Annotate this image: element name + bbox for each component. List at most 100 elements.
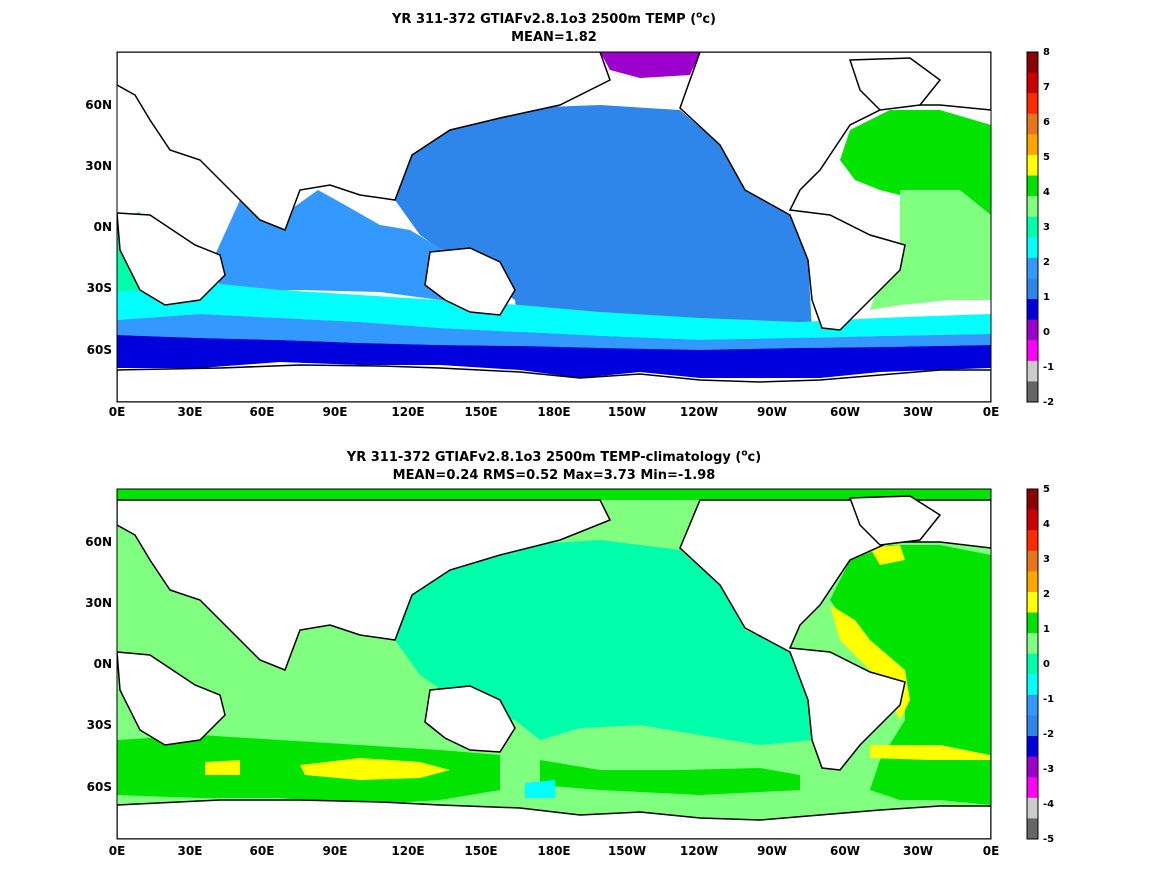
bottom-panel-title-line1: YR 311-372 GTIAFv2.8.1o3 2500m TEMP-clim… — [346, 448, 762, 465]
bottom-ytick-4: 60S — [87, 780, 112, 794]
top-colorbar-swatch — [1027, 93, 1038, 115]
bottom-land-eurasia — [117, 499, 612, 671]
top-colorbar-swatch — [1027, 360, 1038, 382]
top-colorbar-swatch — [1027, 278, 1038, 300]
bottom-cb-tick-8: -3 — [1043, 764, 1054, 775]
top-colorbar-frame — [1026, 51, 1039, 403]
bottom-panel-title-line2: MEAN=0.24 RMS=0.52 Max=3.73 Min=-1.98 — [392, 468, 716, 483]
bottom-cb-tick-3: 2 — [1043, 589, 1050, 600]
bottom-cb-tick-4: 1 — [1043, 624, 1050, 635]
top-colorbar: 8 7 6 5 4 3 2 1 0 -1 -2 — [1026, 47, 1054, 408]
bottom-colorbar-swatch — [1027, 777, 1038, 799]
top-xtick-9: 90W — [757, 405, 787, 419]
top-xtick-10: 60W — [830, 405, 860, 419]
top-colorbar-swatch — [1027, 134, 1038, 156]
bottom-yellow-band-2 — [205, 760, 240, 775]
top-ytick-2: 0N — [94, 220, 112, 234]
bottom-xtick-4: 120E — [391, 844, 424, 858]
top-xtick-8: 120W — [680, 405, 718, 419]
top-colorbar-swatch — [1027, 52, 1038, 74]
bottom-colorbar: 5 4 3 2 1 0 -1 -2 -3 -4 -5 — [1026, 484, 1054, 845]
bottom-y-axis: 60N 30N 0N 30S 60S — [85, 535, 112, 794]
bottom-land-antarctica — [117, 799, 991, 839]
bottom-cb-tick-2: 3 — [1043, 554, 1050, 565]
top-colorbar-swatch — [1027, 196, 1038, 218]
top-land-australia — [424, 247, 516, 316]
bottom-arctic-green — [117, 489, 991, 500]
bottom-xtick-6: 180E — [537, 844, 570, 858]
top-panel-title-line1: YR 311-372 GTIAFv2.8.1o3 2500m TEMP (oc) — [392, 10, 716, 27]
bottom-south-pacific-darker — [540, 760, 800, 795]
bottom-cyan-spot — [525, 780, 555, 798]
top-colorbar-swatch — [1027, 72, 1038, 94]
bottom-map-frame — [116, 488, 992, 840]
top-cb-tick-4: 4 — [1043, 187, 1050, 198]
bottom-atlantic-yellow-north — [870, 545, 905, 565]
bottom-colorbar-frame — [1026, 488, 1039, 840]
top-colorbar-swatch — [1027, 154, 1038, 177]
bottom-cb-tick-7: -2 — [1043, 729, 1054, 740]
bottom-cb-tick-5: 0 — [1043, 659, 1050, 670]
top-colorbar-swatch — [1027, 381, 1038, 403]
top-colorbar-swatch — [1027, 319, 1038, 341]
bottom-xtick-12: 0E — [983, 844, 1000, 858]
bottom-colorbar-swatch — [1027, 653, 1038, 675]
top-colorbar-swatch — [1027, 113, 1038, 135]
top-cb-tick-1: 7 — [1043, 82, 1050, 93]
top-cb-tick-5: 3 — [1043, 222, 1050, 233]
bottom-colorbar-swatch — [1027, 509, 1038, 531]
top-xtick-7: 150W — [608, 405, 646, 419]
bottom-colorbar-swatch — [1027, 550, 1038, 572]
top-southern-darkblue-band — [117, 335, 991, 378]
bottom-colorbar-swatch — [1027, 571, 1038, 593]
bottom-xtick-3: 90E — [323, 844, 348, 858]
bottom-colorbar-swatch — [1027, 591, 1038, 614]
top-map-frame — [116, 51, 992, 403]
bottom-xtick-11: 30W — [903, 844, 933, 858]
top-cb-tick-3: 5 — [1043, 152, 1050, 163]
top-southern-blue-band — [117, 314, 991, 350]
bottom-colorbar-swatch — [1027, 736, 1038, 758]
top-ytick-1: 30N — [85, 159, 112, 173]
bottom-cb-tick-10: -5 — [1043, 834, 1054, 845]
bottom-atlantic-yellow-south — [870, 745, 990, 760]
top-xtick-1: 30E — [178, 405, 203, 419]
bottom-ytick-3: 30S — [87, 718, 112, 732]
bottom-colorbar-swatch — [1027, 612, 1038, 634]
bottom-xtick-7: 150W — [608, 844, 646, 858]
top-colorbar-swatch — [1027, 340, 1038, 362]
top-colorbar-swatch — [1027, 216, 1038, 238]
bottom-colorbar-swatch — [1027, 530, 1038, 552]
bottom-xtick-0: 0E — [109, 844, 126, 858]
bottom-colorbar-swatch — [1027, 489, 1038, 511]
bottom-xtick-2: 60E — [250, 844, 275, 858]
bottom-ytick-2: 0N — [94, 657, 112, 671]
bottom-colorbar-swatch — [1027, 818, 1038, 840]
bottom-xtick-9: 90W — [757, 844, 787, 858]
bottom-cb-tick-0: 5 — [1043, 484, 1050, 495]
top-colorbar-blocks — [1027, 52, 1038, 403]
bottom-ytick-0: 60N — [85, 535, 112, 549]
top-cb-tick-7: 1 — [1043, 292, 1050, 303]
top-xtick-4: 120E — [391, 405, 424, 419]
top-panel-title-line2: MEAN=1.82 — [511, 30, 597, 45]
top-xtick-12: 0E — [983, 405, 1000, 419]
top-colorbar-swatch — [1027, 299, 1038, 321]
top-colorbar-swatch — [1027, 237, 1038, 259]
top-cb-tick-8: 0 — [1043, 327, 1050, 338]
top-ytick-0: 60N — [85, 98, 112, 112]
bottom-colorbar-swatch — [1027, 756, 1038, 778]
bottom-xtick-5: 150E — [464, 844, 497, 858]
bottom-land-africa — [117, 651, 226, 746]
top-pacific-field — [395, 105, 820, 375]
bottom-land-greenland — [848, 495, 942, 546]
top-cb-tick-6: 2 — [1043, 257, 1050, 268]
bottom-colorbar-swatch — [1027, 797, 1038, 819]
top-ytick-4: 60S — [87, 343, 112, 357]
top-cb-tick-0: 8 — [1043, 47, 1050, 58]
bottom-colorbar-swatch — [1027, 715, 1038, 737]
bottom-xtick-8: 120W — [680, 844, 718, 858]
top-xtick-5: 150E — [464, 405, 497, 419]
bottom-atlantic-green — [830, 545, 991, 805]
